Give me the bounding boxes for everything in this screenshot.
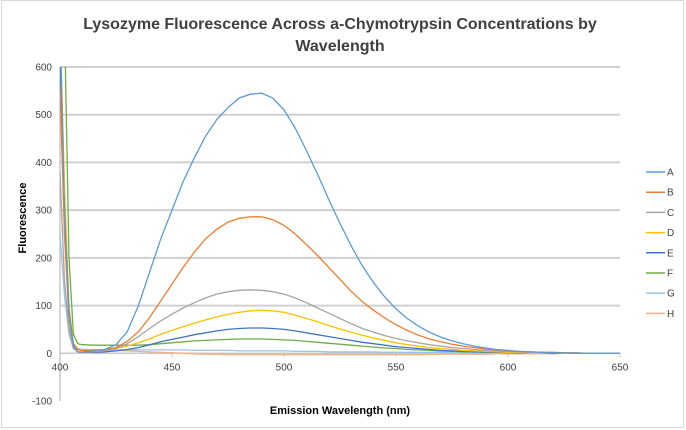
series-lines [60, 67, 620, 356]
chart-title-line-2: Wavelength [295, 38, 384, 55]
y-tick-label: 300 [35, 206, 52, 217]
legend-label-F: F [667, 269, 673, 280]
x-tick-label: 550 [388, 362, 405, 373]
series-line-D [60, 67, 620, 354]
legend-label-E: E [667, 248, 674, 259]
y-tick-label: 100 [35, 301, 52, 312]
legend-label-C: C [667, 208, 674, 219]
legend-label-G: G [667, 289, 675, 300]
y-tick-label: 500 [35, 110, 52, 121]
x-tick-label: 650 [612, 362, 629, 373]
x-tick-label: 400 [52, 362, 69, 373]
axes [59, 67, 621, 401]
tick-labels: -100 0 100 200 300 400 500 600 400 450 500 550 600 65… [32, 63, 629, 408]
x-tick-label: 500 [276, 362, 293, 373]
legend-label-A: A [667, 168, 674, 179]
gridlines [60, 66, 620, 307]
y-tick-label: 0 [46, 349, 52, 360]
x-axis-label: Emission Wavelength (nm) [270, 405, 411, 417]
legend-label-B: B [667, 188, 674, 199]
series-line-H [60, 86, 620, 356]
series-line-G [60, 233, 620, 354]
series-line-F [64, 67, 620, 354]
chart-title-line-1: Lysozyme Fluorescence Across a-Chymotryp… [83, 16, 597, 33]
series-line-E [60, 67, 620, 354]
x-tick-label: 450 [164, 362, 181, 373]
legend-label-H: H [667, 309, 674, 320]
x-tick-label: 600 [500, 362, 517, 373]
y-tick-label: 200 [35, 253, 52, 264]
series-line-A [60, 67, 620, 354]
y-axis-label: Fluorescence [17, 183, 29, 254]
legend-label-D: D [667, 228, 674, 239]
series-line-C [60, 171, 620, 354]
y-tick-label: -100 [32, 397, 52, 408]
y-tick-label: 400 [35, 158, 52, 169]
y-tick-label: 600 [35, 63, 52, 74]
series-line-B [60, 86, 620, 354]
